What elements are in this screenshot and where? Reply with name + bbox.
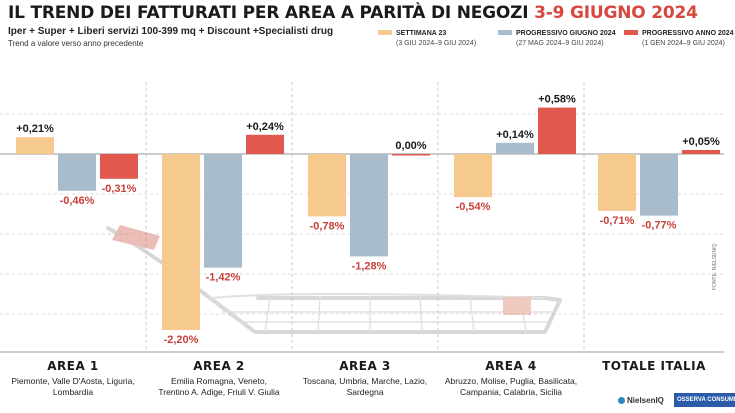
area-3-label: AREA 3 Toscana, Umbria, Marche, Lazio, Sa… xyxy=(292,359,438,398)
legend-label: SETTIMANA 23 xyxy=(396,30,447,37)
area-name: TOTALE ITALIA xyxy=(602,359,706,373)
area-name: AREA 1 xyxy=(47,359,99,373)
bar-1-2 xyxy=(162,154,200,330)
source-vertical-text: FONTE: NIELSENIQ xyxy=(712,243,718,290)
legend-period: (27 MAG 2024–9 GIU 2024) xyxy=(516,40,604,47)
value-label: -0,77% xyxy=(642,220,677,232)
area-regions-line: Toscana, Umbria, Marche, Lazio, xyxy=(302,376,428,386)
value-label: -2,20% xyxy=(164,334,199,346)
legend-item-progressivo-giugno: PROGRESSIVO GIUGNO 2024 (27 MAG 2024–9 G… xyxy=(498,29,616,49)
chart-note: Trend a valore verso anno precedente xyxy=(8,39,144,48)
area-regions-line: Lombardia xyxy=(52,387,94,397)
area-regions: Abruzzo, Molise, Puglia, Basilicata, Camp… xyxy=(438,376,584,398)
title-accent: 3-9 GIUGNO 2024 xyxy=(534,3,698,23)
bar-3-2 xyxy=(246,134,284,154)
area-2-label: AREA 2 Emilia Romagna, Veneto, Trentino A… xyxy=(146,359,292,398)
bar-3-3 xyxy=(392,154,430,156)
value-label: -0,46% xyxy=(60,195,95,207)
bars xyxy=(16,107,720,330)
bar-3-4 xyxy=(538,107,576,154)
value-label: -0,31% xyxy=(102,183,137,195)
area-1-label: AREA 1 Piemonte, Valle D'Aosta, Liguria,… xyxy=(0,359,146,398)
value-label: -1,42% xyxy=(206,272,241,284)
nielseniq-logo-text: NielsenIQ xyxy=(627,396,664,405)
area-regions-line: Emilia Romagna, Veneto, xyxy=(171,376,267,386)
value-label: -0,71% xyxy=(600,215,635,227)
legend-period: (3 GIU 2024–9 GIU 2024) xyxy=(396,40,477,47)
area-name: AREA 2 xyxy=(193,359,245,373)
area-regions-line: Campania, Calabria, Sicilia xyxy=(459,387,563,397)
legend-label: PROGRESSIVO GIUGNO 2024 xyxy=(516,30,616,37)
chart-subtitle: Iper + Super + Liberi servizi 100-399 mq… xyxy=(8,26,334,37)
bar-2-3 xyxy=(350,154,388,257)
nielseniq-logo: NielsenIQ xyxy=(618,396,664,405)
value-label: +0,14% xyxy=(496,129,534,141)
area-regions-line: Abruzzo, Molise, Puglia, Basilicata, xyxy=(444,376,578,386)
title-main: IL TREND DEI FATTURATI PER AREA A PARITÀ… xyxy=(8,3,529,23)
value-label: 0,00% xyxy=(395,140,426,152)
value-label: +0,24% xyxy=(246,121,284,133)
value-label: -1,28% xyxy=(352,260,387,272)
area-regions: Piemonte, Valle D'Aosta, Liguria, Lombard… xyxy=(0,376,146,398)
osserva-consumi-logo: OSSERVA CONSUMI xyxy=(674,393,735,407)
totale-italia-label: TOTALE ITALIA xyxy=(584,359,724,373)
nielseniq-logo-icon xyxy=(618,397,625,405)
bar-1-4 xyxy=(454,154,492,198)
legend-item-settimana: SETTIMANA 23 (3 GIU 2024–9 GIU 2024) xyxy=(378,29,476,49)
legend-period: (1 GEN 2024–9 GIU 2024) xyxy=(642,40,725,47)
area-regions-line: Sardegna xyxy=(346,387,384,397)
value-label: +0,58% xyxy=(538,94,576,106)
value-label: -0,78% xyxy=(310,220,345,232)
bar-2-5 xyxy=(640,154,678,216)
area-regions: Toscana, Umbria, Marche, Lazio, Sardegna xyxy=(292,376,438,398)
bar-1-3 xyxy=(308,154,346,217)
bar-2-4 xyxy=(496,142,534,154)
area-regions-line: Piemonte, Valle D'Aosta, Liguria, xyxy=(11,376,135,386)
value-label: -0,54% xyxy=(456,201,491,213)
value-label: +0,21% xyxy=(16,123,54,135)
area-name: AREA 4 xyxy=(485,359,537,373)
bar-2-1 xyxy=(58,154,96,191)
value-labels: +0,21% -2,20% -0,78% -0,54% -0,71% -0,46% -1,4… xyxy=(16,94,720,346)
bar-2-2 xyxy=(204,154,242,268)
legend-swatch xyxy=(378,29,392,35)
bar-1-1 xyxy=(16,137,54,154)
chart-title: IL TREND DEI FATTURATI PER AREA A PARITÀ… xyxy=(8,3,698,23)
legend-swatch xyxy=(498,29,512,35)
bar-3-1 xyxy=(100,154,138,179)
area-name: AREA 3 xyxy=(339,359,391,373)
legend-label: PROGRESSIVO ANNO 2024 xyxy=(642,30,734,37)
legend-swatch xyxy=(624,29,638,35)
area-4-label: AREA 4 Abruzzo, Molise, Puglia, Basilica… xyxy=(438,359,584,398)
area-regions-line: Trentino A. Adige, Friuli V. Giulia xyxy=(158,387,280,397)
bar-3-5 xyxy=(682,150,720,154)
bar-1-5 xyxy=(598,154,636,211)
legend-item-progressivo-anno: PROGRESSIVO ANNO 2024 (1 GEN 2024–9 GIU … xyxy=(624,29,734,49)
value-label: +0,05% xyxy=(682,136,720,148)
area-regions: Emilia Romagna, Veneto, Trentino A. Adige… xyxy=(146,376,292,398)
